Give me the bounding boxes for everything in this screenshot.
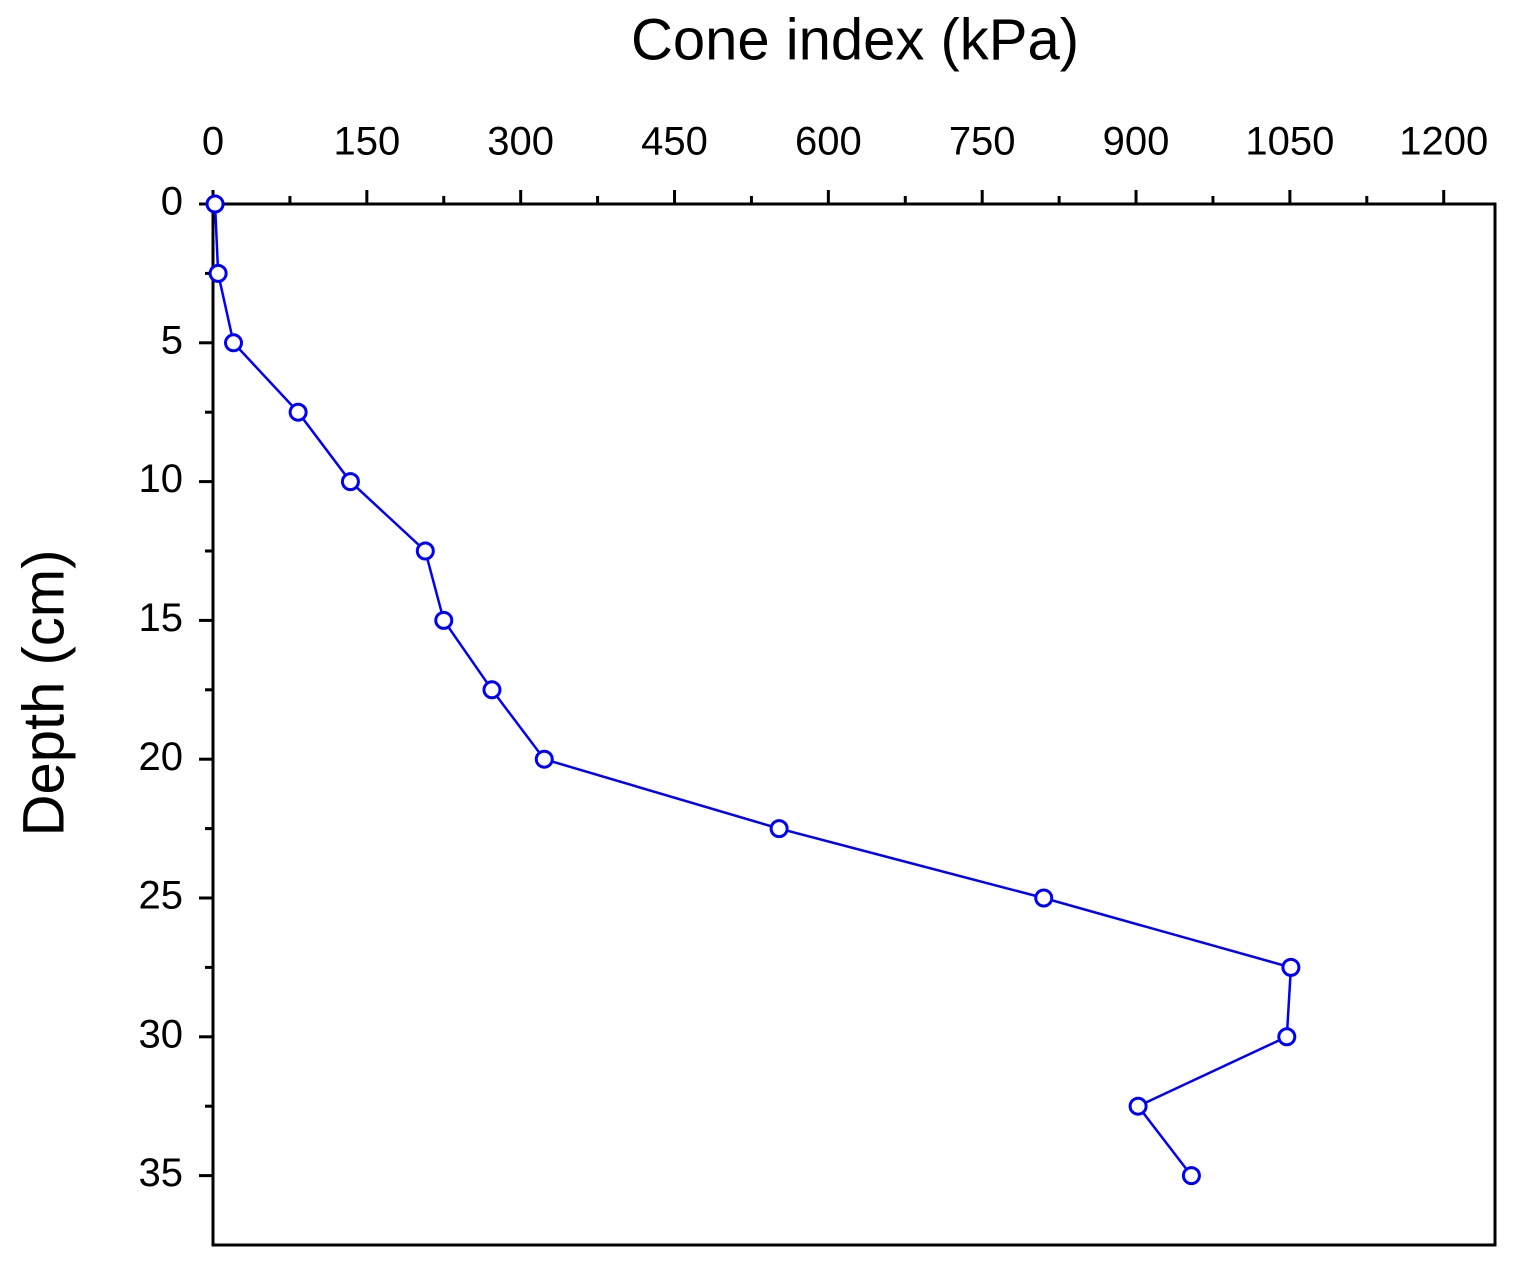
plot-frame xyxy=(211,202,1497,1247)
data-point xyxy=(415,541,435,561)
data-point xyxy=(482,680,502,700)
data-line xyxy=(213,203,1293,1177)
data-point xyxy=(288,402,308,422)
y-tick-label: 25 xyxy=(139,874,184,918)
x-tick-label: 0 xyxy=(202,120,224,164)
data-point xyxy=(1277,1027,1297,1047)
y-tick-label: 20 xyxy=(139,735,184,779)
data-point xyxy=(1181,1166,1201,1186)
y-tick-label: 15 xyxy=(139,596,184,640)
x-tick-label: 450 xyxy=(641,120,708,164)
data-point xyxy=(769,819,789,839)
x-tick-label: 750 xyxy=(949,120,1016,164)
data-point xyxy=(1128,1096,1148,1116)
x-tick-label: 300 xyxy=(487,120,554,164)
y-tick-label: 35 xyxy=(139,1151,184,1195)
data-point xyxy=(224,333,244,353)
data-point xyxy=(434,610,454,630)
x-tick-label: 1200 xyxy=(1399,120,1488,164)
y-tick-label: 0 xyxy=(161,180,183,224)
x-tick-label: 150 xyxy=(333,120,400,164)
data-point xyxy=(534,749,554,769)
y-tick-label: 10 xyxy=(139,457,184,501)
data-point xyxy=(1281,957,1301,977)
y-tick-label: 30 xyxy=(139,1012,184,1056)
data-point xyxy=(1034,888,1054,908)
data-point xyxy=(208,263,228,283)
y-axis-title: Depth (cm) xyxy=(11,550,76,837)
data-point xyxy=(205,194,225,214)
data-point xyxy=(340,472,360,492)
x-tick-label: 900 xyxy=(1103,120,1170,164)
x-tick-label: 600 xyxy=(795,120,862,164)
y-tick-label: 5 xyxy=(161,318,183,362)
x-tick-label: 1050 xyxy=(1245,120,1334,164)
x-axis-title: Cone index (kPa) xyxy=(631,7,1079,72)
